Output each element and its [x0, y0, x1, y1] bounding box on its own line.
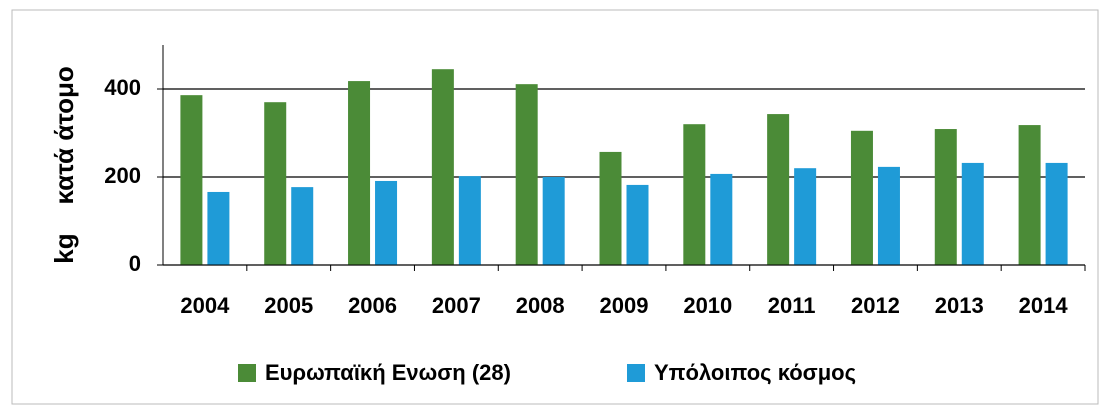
y-tick-label: 0 [129, 251, 141, 276]
x-tick-label: 2009 [600, 293, 649, 318]
x-tick-label: 2005 [264, 293, 313, 318]
bar [934, 129, 957, 265]
bar [207, 191, 230, 265]
x-tick-label: 2010 [683, 293, 732, 318]
bar [348, 81, 371, 265]
bar [877, 166, 900, 265]
bar [794, 168, 817, 265]
legend-label: Ευρωπαϊκή Ενωση (28) [265, 360, 511, 385]
bar [264, 102, 287, 265]
bar [767, 114, 790, 265]
y-tick-label: 400 [104, 75, 141, 100]
bar [599, 151, 622, 265]
bar [850, 130, 873, 265]
bar [291, 187, 314, 265]
bar [458, 176, 481, 265]
bar [180, 95, 203, 265]
y-tick-label: 200 [104, 163, 141, 188]
x-tick-label: 2007 [432, 293, 481, 318]
bar [542, 177, 565, 265]
bar [1045, 162, 1068, 265]
x-tick-label: 2008 [516, 293, 565, 318]
bar [961, 162, 984, 265]
legend-swatch [627, 364, 645, 382]
y-axis-label: kg κατά άτομο [49, 66, 79, 263]
bar [1018, 125, 1041, 265]
x-tick-label: 2013 [935, 293, 984, 318]
x-tick-label: 2004 [180, 293, 230, 318]
bar [710, 173, 733, 265]
x-tick-label: 2006 [348, 293, 397, 318]
bar [431, 69, 454, 265]
legend-label: Υπόλοιπος κόσμος [654, 360, 856, 385]
x-tick-label: 2012 [851, 293, 900, 318]
legend-swatch [238, 364, 256, 382]
bar [375, 180, 398, 265]
bar [626, 184, 649, 265]
bar [515, 84, 538, 265]
bar [683, 124, 706, 265]
x-tick-label: 2011 [768, 293, 816, 318]
x-tick-label: 2014 [1019, 293, 1069, 318]
